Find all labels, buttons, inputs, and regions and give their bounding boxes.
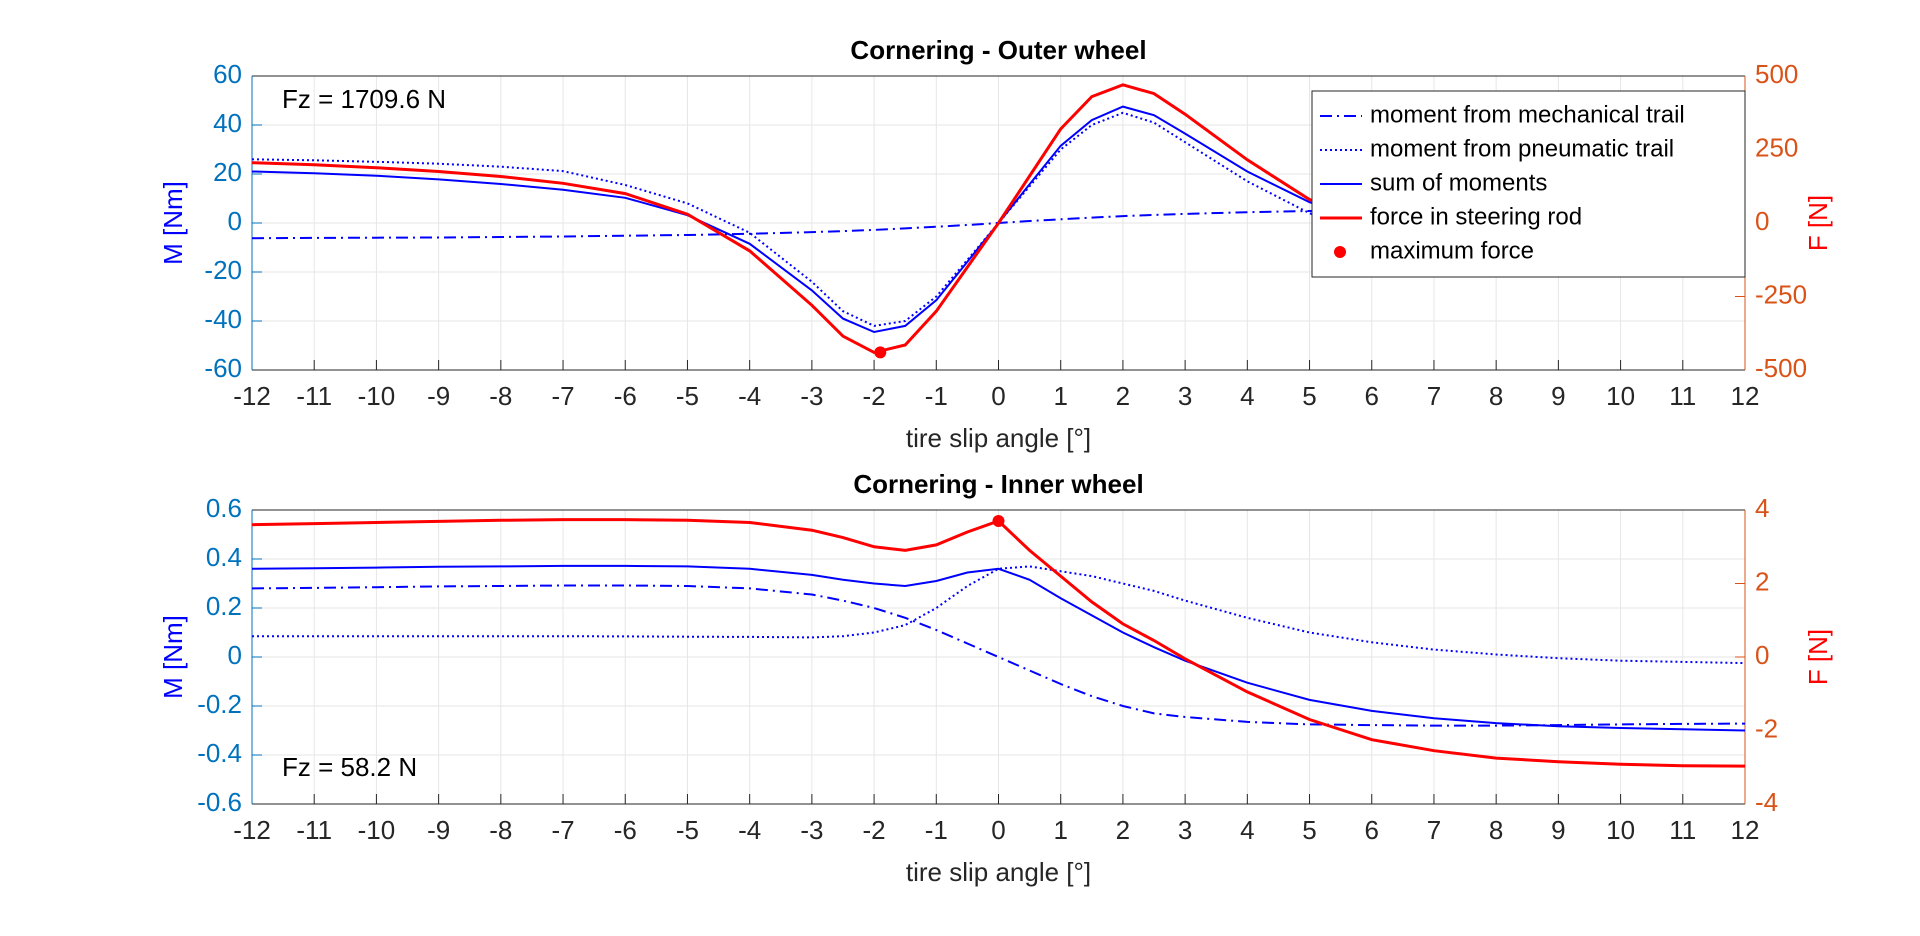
x-tick-label: 4 [1240, 815, 1254, 845]
x-tick-label: -3 [800, 381, 823, 411]
x-axis-label: tire slip angle [°] [906, 857, 1091, 887]
annotation: Fz = 1709.6 N [282, 84, 446, 114]
y-axis-label: M [Nm] [158, 181, 188, 265]
x-tick-label: -1 [925, 815, 948, 845]
x-tick-label: -2 [863, 815, 886, 845]
x-tick-label: -4 [738, 815, 761, 845]
y-tick-label: -0.2 [197, 689, 242, 719]
legend-box [1311, 90, 1746, 278]
x-tick-label: 5 [1302, 815, 1316, 845]
y2-tick-label: 250 [1755, 132, 1798, 162]
x-tick-label: 7 [1427, 815, 1441, 845]
x-tick-label: 6 [1365, 381, 1379, 411]
y2-tick-label: 0 [1755, 640, 1769, 670]
x-tick-label: -10 [358, 815, 396, 845]
y2-axis-label: F [N] [1803, 629, 1833, 685]
legend-label: maximum force [1370, 237, 1534, 264]
x-tick-label: -8 [489, 815, 512, 845]
legend-label: moment from pneumatic trail [1370, 135, 1674, 162]
y2-tick-label: -4 [1755, 787, 1778, 817]
x-tick-label: 7 [1427, 381, 1441, 411]
x-tick-label: 3 [1178, 815, 1192, 845]
x-tick-label: 2 [1116, 815, 1130, 845]
x-tick-label: -9 [427, 381, 450, 411]
x-tick-label: 8 [1489, 381, 1503, 411]
x-tick-label: 0 [991, 381, 1005, 411]
y-tick-label: 0.2 [206, 591, 242, 621]
x-tick-label: 9 [1551, 815, 1565, 845]
x-tick-label: -2 [863, 381, 886, 411]
y-axis-label: M [Nm] [158, 615, 188, 699]
x-tick-label: -1 [925, 381, 948, 411]
x-tick-label: -10 [358, 381, 396, 411]
y-tick-label: -0.6 [197, 787, 242, 817]
x-tick-label: -12 [233, 381, 271, 411]
y-tick-label: 40 [213, 108, 242, 138]
x-tick-label: -8 [489, 381, 512, 411]
x-tick-label: -7 [551, 815, 574, 845]
y-tick-label: 0 [228, 640, 242, 670]
series-line [251, 584, 1746, 727]
x-tick-label: -9 [427, 815, 450, 845]
x-tick-label: 10 [1606, 815, 1635, 845]
x-tick-label: -4 [738, 381, 761, 411]
x-tick-label: 3 [1178, 381, 1192, 411]
x-tick-label: 2 [1116, 381, 1130, 411]
annotation: Fz = 58.2 N [282, 752, 417, 782]
y-tick-label: 60 [213, 59, 242, 89]
x-tick-label: -11 [296, 381, 332, 411]
x-tick-label: -5 [676, 815, 699, 845]
y2-axis-label: F [N] [1803, 195, 1833, 251]
y-tick-label: 0 [228, 206, 242, 236]
x-tick-label: 4 [1240, 381, 1254, 411]
y2-tick-label: -2 [1755, 713, 1778, 743]
y-tick-label: 0.6 [206, 493, 242, 523]
x-tick-label: 1 [1053, 815, 1067, 845]
x-tick-label: -12 [233, 815, 271, 845]
x-tick-label: 8 [1489, 815, 1503, 845]
y2-tick-label: 2 [1755, 566, 1769, 596]
x-tick-label: 11 [1669, 815, 1696, 845]
x-tick-label: 0 [991, 815, 1005, 845]
x-tick-label: 1 [1053, 381, 1067, 411]
y2-tick-label: -250 [1755, 279, 1807, 309]
x-tick-label: 12 [1731, 381, 1760, 411]
y2-tick-label: 4 [1755, 493, 1769, 523]
legend-label: moment from mechanical trail [1370, 101, 1685, 128]
x-axis-label: tire slip angle [°] [906, 423, 1091, 453]
x-tick-label: -6 [614, 381, 637, 411]
legend-label: sum of moments [1370, 169, 1547, 196]
y-tick-label: 0.4 [206, 542, 242, 572]
x-tick-label: 6 [1365, 815, 1379, 845]
y2-tick-label: 0 [1755, 206, 1769, 236]
legend-marker [1334, 246, 1346, 258]
y-tick-label: -60 [204, 353, 242, 383]
chart-title: Cornering - Outer wheel [850, 35, 1146, 65]
x-tick-label: -11 [296, 815, 332, 845]
legend-label: force in steering rod [1370, 203, 1582, 230]
x-tick-label: 10 [1606, 381, 1635, 411]
y2-tick-label: 500 [1755, 59, 1798, 89]
max-marker [874, 346, 887, 359]
x-tick-label: -5 [676, 381, 699, 411]
x-tick-label: 5 [1302, 381, 1316, 411]
x-tick-label: -7 [551, 381, 574, 411]
y-tick-label: -0.4 [197, 738, 242, 768]
y-tick-label: -40 [204, 304, 242, 334]
series-line [251, 564, 1746, 732]
x-tick-label: -3 [800, 815, 823, 845]
y-tick-label: -20 [204, 255, 242, 285]
y-tick-label: 20 [213, 157, 242, 187]
series-line [252, 565, 1746, 665]
series-line [251, 111, 1746, 327]
x-tick-label: 11 [1669, 381, 1696, 411]
y2-tick-label: -500 [1755, 353, 1807, 383]
x-tick-label: -6 [614, 815, 637, 845]
max-marker [992, 515, 1005, 528]
x-tick-label: 9 [1551, 381, 1565, 411]
x-tick-label: 12 [1731, 815, 1760, 845]
chart-title: Cornering - Inner wheel [853, 469, 1143, 499]
